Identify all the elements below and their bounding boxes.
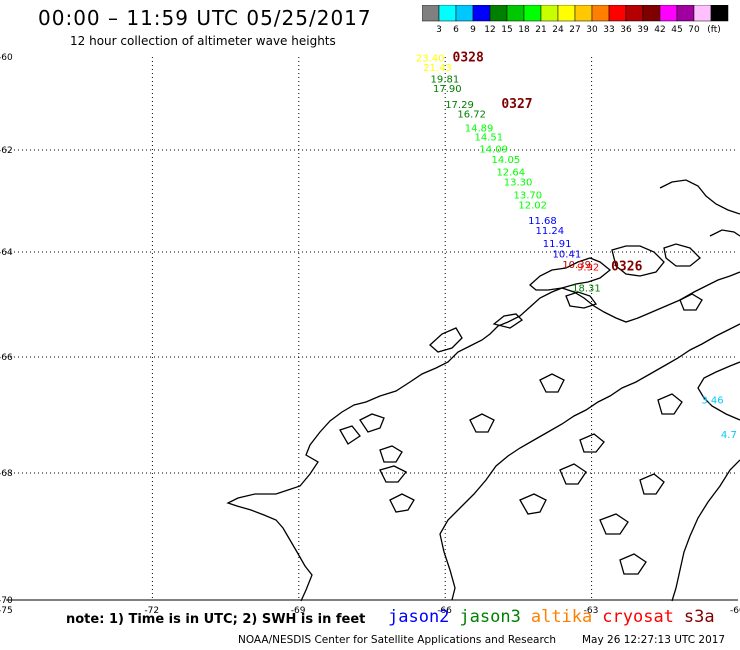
- scale-label: 12: [484, 25, 495, 35]
- wave-height-label: 14.05: [492, 155, 521, 166]
- scale-label: 27: [569, 25, 580, 35]
- lon-tick-label: -75: [0, 606, 13, 616]
- scale-label: 30: [586, 25, 598, 35]
- wave-height-label: 10.39: [562, 260, 591, 271]
- scale-label: 18: [518, 25, 530, 35]
- pass-time-label: 0326: [611, 259, 642, 274]
- scale-label: 15: [501, 25, 512, 35]
- wave-height-label: 13.30: [504, 178, 533, 189]
- scale-label: 42: [654, 25, 665, 35]
- lon-tick-label: -72: [144, 606, 159, 616]
- scale-label: 70: [688, 25, 700, 35]
- wave-height-label: 17.29: [445, 100, 474, 111]
- wave-height-label: 12.02: [518, 201, 547, 212]
- wave-height-label: 23.40: [416, 54, 445, 65]
- wave-height-label: 11.68: [528, 216, 557, 227]
- lat-tick-label: -60: [0, 53, 13, 63]
- wave-height-label: 13.70: [514, 190, 543, 201]
- wave-height-label: 18.31: [572, 283, 601, 294]
- lat-tick-label: -64: [0, 248, 13, 258]
- scale-label: 9: [470, 25, 476, 35]
- satellite-legend-item: jason3: [459, 607, 521, 627]
- lat-lon-grid: [6, 57, 738, 601]
- satellite-legend-item: altika: [530, 607, 593, 627]
- lon-tick-label: -60: [730, 606, 740, 616]
- scale-label: 24: [552, 25, 564, 35]
- wave-height-label: 16.72: [457, 109, 486, 120]
- pass-time-label: 0327: [501, 97, 532, 112]
- lon-tick-label: -66: [437, 606, 452, 616]
- pass-time-labels: 0328 0327 0326: [453, 51, 643, 275]
- wave-height-label: 11.91: [543, 239, 572, 250]
- lat-tick-label: -68: [0, 469, 13, 479]
- wave-height-label: 14.51: [474, 133, 503, 144]
- note-text: note: 1) Time is in UTC; 2) SWH is in fe…: [66, 612, 366, 627]
- wave-height-label: 14.89: [465, 123, 494, 134]
- lat-tick-label: -70: [0, 596, 13, 606]
- scale-label: 45: [671, 25, 682, 35]
- lat-tick-label: -66: [0, 353, 13, 363]
- lat-tick-label: -62: [0, 146, 13, 156]
- satellite-legend-item: s3a: [683, 607, 715, 627]
- wave-height-label: 17.90: [433, 84, 462, 95]
- scale-label: 36: [620, 25, 632, 35]
- axis-labels: -60 -62 -64 -66 -68 -70-75 -72 -69 -66 -63 -60: [0, 53, 740, 616]
- color-scale-legend: 3 6 9 12 15 18 21 24 27 30 33 36 39 42 45 70 (ft): [422, 5, 729, 35]
- wave-height-label: 9.92: [577, 262, 599, 273]
- scale-label: 33: [603, 25, 614, 35]
- scale-label: 3: [436, 25, 442, 35]
- pass-time-label: 0328: [453, 51, 484, 66]
- page-subtitle: 12 hour collection of altimeter wave hei…: [70, 34, 336, 48]
- wave-height-label: 14.09: [479, 145, 508, 156]
- credit-text: NOAA/NESDIS Center for Satellite Applica…: [238, 634, 556, 646]
- satellite-legend-item: jason2: [388, 607, 450, 627]
- scale-swatch: [710, 5, 729, 22]
- coastline: [226, 179, 740, 602]
- scale-label: 6: [453, 25, 459, 35]
- wave-height-label: 3.46: [701, 395, 723, 406]
- wave-height-label: 10.41: [553, 249, 582, 260]
- lon-tick-label: -63: [584, 606, 599, 616]
- wave-height-label: 19.81: [431, 75, 460, 86]
- wave-height-label: 4.7: [721, 430, 737, 441]
- wave-height-label: 11.24: [535, 226, 564, 237]
- satellite-legend: jason2 jason3 altika cryosat s3a: [388, 607, 725, 627]
- timestamp-text: May 26 12:27:13 UTC 2017: [582, 634, 726, 646]
- scale-label: 39: [637, 25, 649, 35]
- lon-tick-label: -69: [291, 606, 306, 616]
- scale-label: (ft): [707, 25, 721, 35]
- wave-height-label: 21.43: [423, 63, 452, 74]
- wave-height-label: 12.64: [496, 168, 525, 179]
- scale-label: 21: [535, 25, 546, 35]
- page-title: 00:00 – 11:59 UTC 05/25/2017: [38, 6, 372, 30]
- satellite-legend-item: cryosat: [602, 607, 674, 627]
